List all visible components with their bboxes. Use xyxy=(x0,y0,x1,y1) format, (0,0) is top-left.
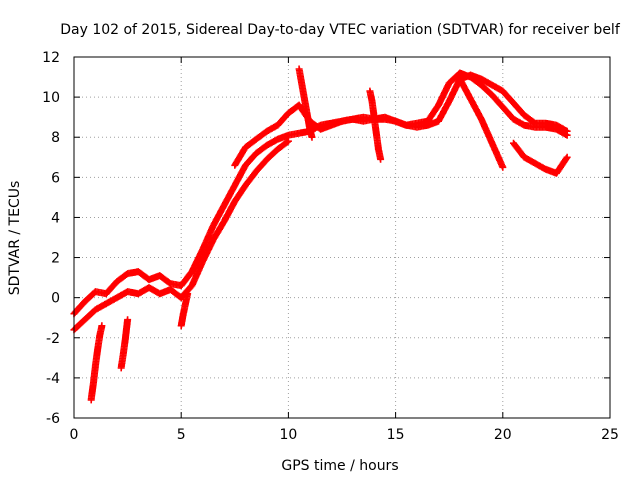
plot-frame xyxy=(73,56,611,419)
y-tick-label: 2 xyxy=(51,251,60,267)
x-tick-label: 5 xyxy=(177,427,186,443)
series-drop-2 xyxy=(117,316,132,372)
axis-layer: 0 5 10 15 20 25 -6 -4 -2 0 2 4 6 8 10 12 xyxy=(42,50,619,443)
chart-title: Day 102 of 2015, Sidereal Day-to-day VTE… xyxy=(60,22,621,38)
data-point xyxy=(563,127,571,135)
series-peak-10.5 xyxy=(295,65,316,141)
y-tick-label: 12 xyxy=(42,50,60,66)
data-point xyxy=(377,155,385,163)
y-tick-label: -4 xyxy=(46,371,60,387)
x-axis-label: GPS time / hours xyxy=(281,458,398,474)
series-main-trend xyxy=(70,69,571,318)
x-tick-label: 25 xyxy=(601,427,619,443)
series-drop-1 xyxy=(87,322,106,404)
series-spike-14 xyxy=(366,87,385,163)
series-spike-5 xyxy=(177,290,192,330)
data-point xyxy=(184,290,192,298)
y-tick-label: 0 xyxy=(51,291,60,307)
series-descending-arc xyxy=(456,75,507,171)
y-tick-label: 4 xyxy=(51,210,60,226)
data-point xyxy=(499,163,507,171)
y-axis-label: SDTVAR / TECUs xyxy=(7,181,23,296)
x-tick-label: 15 xyxy=(387,427,405,443)
y-tick-label: 10 xyxy=(42,90,60,106)
data-point xyxy=(283,138,291,146)
y-tick-label: 8 xyxy=(51,130,60,146)
x-tick-label: 20 xyxy=(494,427,512,443)
grid-layer xyxy=(74,57,610,418)
data-point xyxy=(124,316,132,324)
data-point xyxy=(284,137,292,145)
y-tick-label: 6 xyxy=(51,170,60,186)
data-layer xyxy=(70,65,571,404)
data-point xyxy=(562,155,570,162)
series-tail-dip xyxy=(510,139,571,177)
data-point xyxy=(563,153,571,161)
y-tick-label: -2 xyxy=(46,331,60,347)
y-tick-label: -6 xyxy=(46,411,60,427)
data-point xyxy=(98,322,106,330)
series-lower-start xyxy=(70,137,292,334)
x-tick-label: 0 xyxy=(70,427,79,443)
x-tick-label: 10 xyxy=(279,427,297,443)
data-point xyxy=(308,133,316,141)
